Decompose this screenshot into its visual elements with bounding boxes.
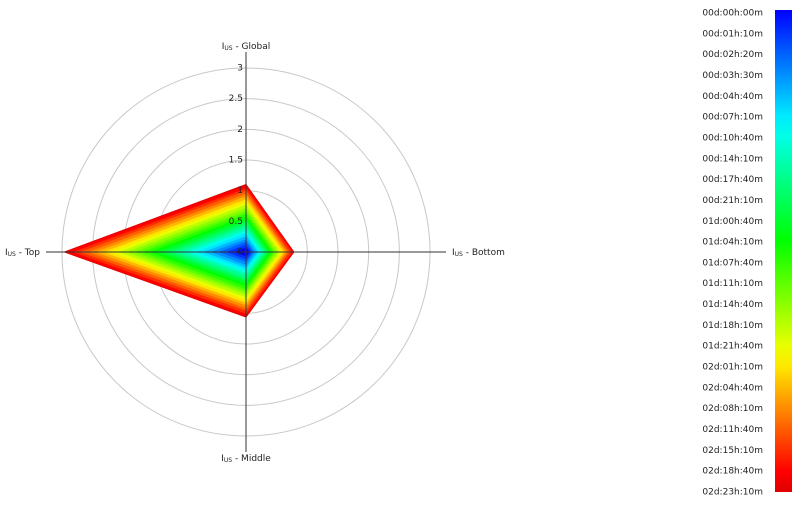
- legend-label: 01d:00h:40m: [702, 217, 763, 227]
- axis-name: - Middle: [232, 454, 271, 464]
- legend-label: 00d:10h:40m: [702, 133, 763, 143]
- legend-label: 01d:11h:10m: [702, 279, 763, 289]
- axis-symbol: I: [222, 42, 225, 52]
- legend-label: 00d:07h:10m: [702, 113, 763, 123]
- axis-label: IUS - Global: [222, 42, 271, 52]
- polygons: [62, 183, 295, 318]
- axis-symbol: I: [5, 248, 8, 258]
- axis-label: IUS - Top: [5, 248, 40, 258]
- axis-subscript: US: [455, 251, 463, 258]
- legend-label: 02d:04h:40m: [702, 383, 763, 393]
- r-tick-label: 1: [237, 186, 243, 196]
- r-tick-label: 3: [237, 64, 243, 74]
- r-tick-label: 2.5: [229, 94, 243, 104]
- axis-subscript: US: [224, 457, 232, 464]
- legend-label: 01d:14h:40m: [702, 300, 763, 310]
- legend-label: 00d:03h:30m: [702, 71, 763, 81]
- legend-label: 00d:01h:10m: [702, 29, 763, 39]
- axis-label: IUS - Bottom: [452, 248, 505, 258]
- legend-label: 00d:14h:10m: [702, 154, 763, 164]
- legend-label: 02d:08h:10m: [702, 404, 763, 414]
- axis-name: - Top: [16, 248, 40, 258]
- r-tick-label: 2: [237, 125, 243, 135]
- axis-symbol: I: [221, 454, 224, 464]
- legend-label: 00d:00h:00m: [702, 9, 763, 19]
- legend-label: 02d:01h:10m: [702, 363, 763, 373]
- legend-label: 00d:04h:40m: [702, 92, 763, 102]
- legend-label: 00d:17h:40m: [702, 175, 763, 185]
- r-tick-label: 0.5: [229, 217, 243, 227]
- colorbar: 00d:00h:00m 00d:01h:10m 00d:02h:20m 00d:03h…: [702, 9, 792, 498]
- legend-label: 01d:21h:40m: [702, 342, 763, 352]
- legend-label: 00d:02h:20m: [702, 50, 763, 60]
- legend-label: 01d:07h:40m: [702, 258, 763, 268]
- r-tick-label: 1.5: [229, 156, 243, 166]
- legend-label: 02d:11h:40m: [702, 425, 763, 435]
- axis-symbol: I: [452, 248, 455, 258]
- r-tick-label: 0: [237, 248, 243, 258]
- colorbar-bar: [775, 10, 792, 492]
- legend-label: 02d:15h:10m: [702, 446, 763, 456]
- legend-label: 02d:23h:10m: [702, 488, 763, 498]
- legend-label: 02d:18h:40m: [702, 467, 763, 477]
- legend-label: 00d:21h:10m: [702, 196, 763, 206]
- legend-label: 01d:04h:10m: [702, 238, 763, 248]
- legend-label: 01d:18h:10m: [702, 321, 763, 331]
- axis-label: IUS - Middle: [221, 454, 271, 464]
- axis-name: - Global: [233, 42, 271, 52]
- axis-subscript: US: [224, 45, 232, 52]
- axis-name: - Bottom: [463, 248, 505, 258]
- axis-subscript: US: [8, 251, 16, 258]
